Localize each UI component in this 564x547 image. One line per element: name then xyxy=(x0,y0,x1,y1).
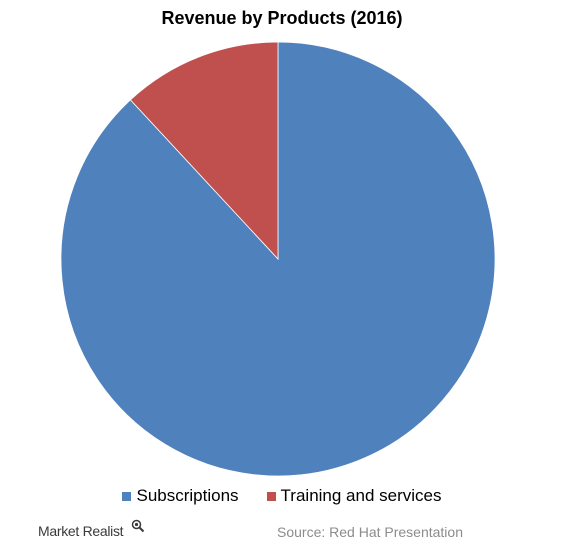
source-note: Source: Red Hat Presentation xyxy=(277,524,463,540)
legend-item-subscriptions: Subscriptions xyxy=(122,486,239,506)
legend-item-training-services: Training and services xyxy=(266,486,442,506)
magnifier-icon xyxy=(131,519,145,533)
pie-slice-training-and-services xyxy=(129,41,279,261)
legend-swatch-training-services xyxy=(266,491,276,501)
legend-label-subscriptions: Subscriptions xyxy=(136,486,239,505)
legend-swatch-subscriptions xyxy=(122,491,132,501)
chart-legend: Subscriptions Training and services xyxy=(0,486,564,506)
chart-title: Revenue by Products (2016) xyxy=(161,8,403,28)
legend-label-training-services: Training and services xyxy=(280,486,442,505)
brand-logo-text: Market Realist xyxy=(38,523,124,539)
